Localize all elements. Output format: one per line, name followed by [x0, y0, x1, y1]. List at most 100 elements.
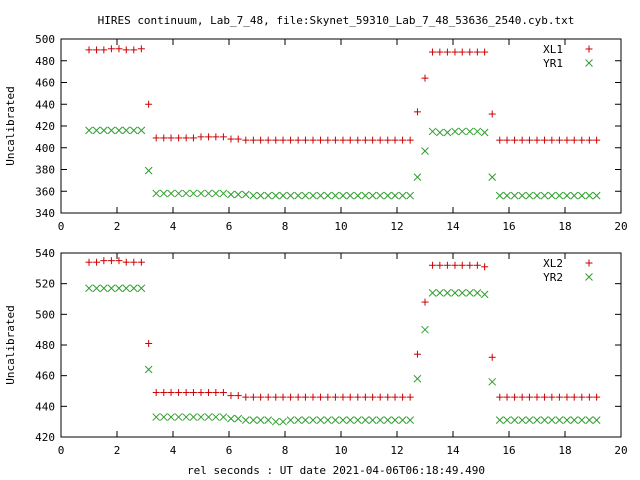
xl2-point — [503, 393, 511, 401]
x-tick-label: 18 — [558, 220, 571, 233]
xl1-point — [167, 134, 175, 142]
xl1-point — [503, 136, 511, 144]
xl2-point — [443, 261, 451, 269]
yr2-point — [368, 416, 377, 424]
xl2-point — [160, 389, 168, 397]
x-tick-label: 18 — [558, 444, 571, 457]
yr1-point — [204, 189, 213, 198]
x-tick-label: 4 — [170, 220, 177, 233]
yr2-point — [227, 414, 235, 423]
yr1-point — [592, 191, 601, 200]
yr1-point — [503, 191, 511, 200]
yr2-point — [331, 416, 340, 424]
yr2-point — [189, 413, 198, 421]
yr1-point — [540, 191, 549, 200]
xl1-point — [436, 48, 444, 56]
yr2-point — [271, 417, 280, 426]
xl1-point — [399, 136, 407, 144]
xl1-point — [197, 133, 205, 141]
y-tick-label: 400 — [35, 142, 55, 155]
yr2-point — [286, 416, 295, 424]
yr2-point — [435, 289, 444, 297]
xl1-point — [264, 136, 272, 144]
xl1-point — [107, 45, 115, 53]
xl2-point — [406, 393, 414, 401]
xl2-point — [578, 393, 586, 401]
yr2-point — [443, 289, 452, 297]
yr1-point — [167, 189, 175, 198]
xl1-point — [249, 136, 257, 144]
y-axis-label: Uncalibrated — [4, 305, 17, 384]
yr1-point — [256, 191, 265, 200]
xl2-point — [399, 393, 407, 401]
yr2-point — [174, 413, 183, 421]
yr1-point — [234, 190, 243, 199]
x-tick-label: 10 — [334, 220, 347, 233]
xl2-point — [339, 393, 347, 401]
y-tick-label: 460 — [35, 370, 55, 383]
yr2-point — [129, 284, 138, 293]
xl1-point — [279, 136, 287, 144]
xl2-point — [563, 393, 571, 401]
yr2-point — [219, 413, 228, 421]
xl1-point — [309, 136, 317, 144]
xl2-point — [496, 393, 504, 401]
yr2-point — [316, 416, 325, 424]
xl1-point — [317, 136, 325, 144]
xl2-point — [421, 298, 429, 306]
yr2-point — [137, 284, 146, 293]
yr2-point — [339, 416, 347, 424]
xl1-point — [376, 136, 384, 144]
x-tick-label: 6 — [226, 444, 233, 457]
yr1-point — [286, 191, 295, 200]
yr1-point — [323, 191, 332, 200]
xl2-point — [197, 389, 205, 397]
x-tick-label: 10 — [334, 444, 347, 457]
xl1-point — [429, 48, 437, 56]
x-tick-label: 0 — [58, 444, 65, 457]
xl1-point — [130, 46, 138, 54]
xl1-point — [458, 48, 466, 56]
y-tick-label: 480 — [35, 55, 55, 68]
plot-frame — [60, 38, 622, 214]
yr1-point — [271, 191, 280, 200]
yr2-point — [92, 284, 101, 293]
x-tick-label: 2 — [114, 220, 121, 233]
xl2-point — [346, 393, 354, 401]
xl1-point — [525, 136, 533, 144]
yr1-point — [577, 191, 586, 200]
yr1-point — [301, 191, 310, 200]
yr1-point — [585, 191, 594, 200]
x-tick-label: 8 — [282, 444, 289, 457]
xl2-point — [175, 389, 183, 397]
xl2-point — [466, 261, 474, 269]
xl2-point — [413, 350, 421, 358]
xl2-point — [585, 393, 593, 401]
xl1-point — [578, 136, 586, 144]
xl1-point — [85, 46, 93, 54]
xl2-point — [317, 393, 325, 401]
xl2-point — [525, 393, 533, 401]
yr2-point — [451, 289, 459, 297]
yr2-point — [533, 416, 541, 424]
yr2-point — [182, 413, 191, 421]
yr2-point — [413, 374, 422, 383]
yr1-point — [465, 127, 474, 136]
legend-marker-yr1 — [585, 59, 593, 67]
y-tick-label: 420 — [35, 120, 55, 133]
yr1-point — [316, 191, 325, 200]
yr2-point — [391, 416, 399, 424]
yr1-point — [368, 191, 377, 200]
yr1-point — [129, 126, 138, 135]
yr2-point — [234, 414, 243, 423]
xl2-point — [548, 393, 556, 401]
yr2-point — [197, 413, 205, 421]
y-tick-label: 380 — [35, 164, 55, 177]
xl1-point — [182, 134, 190, 142]
xl1-point — [548, 136, 556, 144]
xl1-point — [406, 136, 414, 144]
xl1-point — [488, 110, 496, 118]
xl2-point — [115, 257, 123, 265]
xl2-point — [287, 393, 295, 401]
